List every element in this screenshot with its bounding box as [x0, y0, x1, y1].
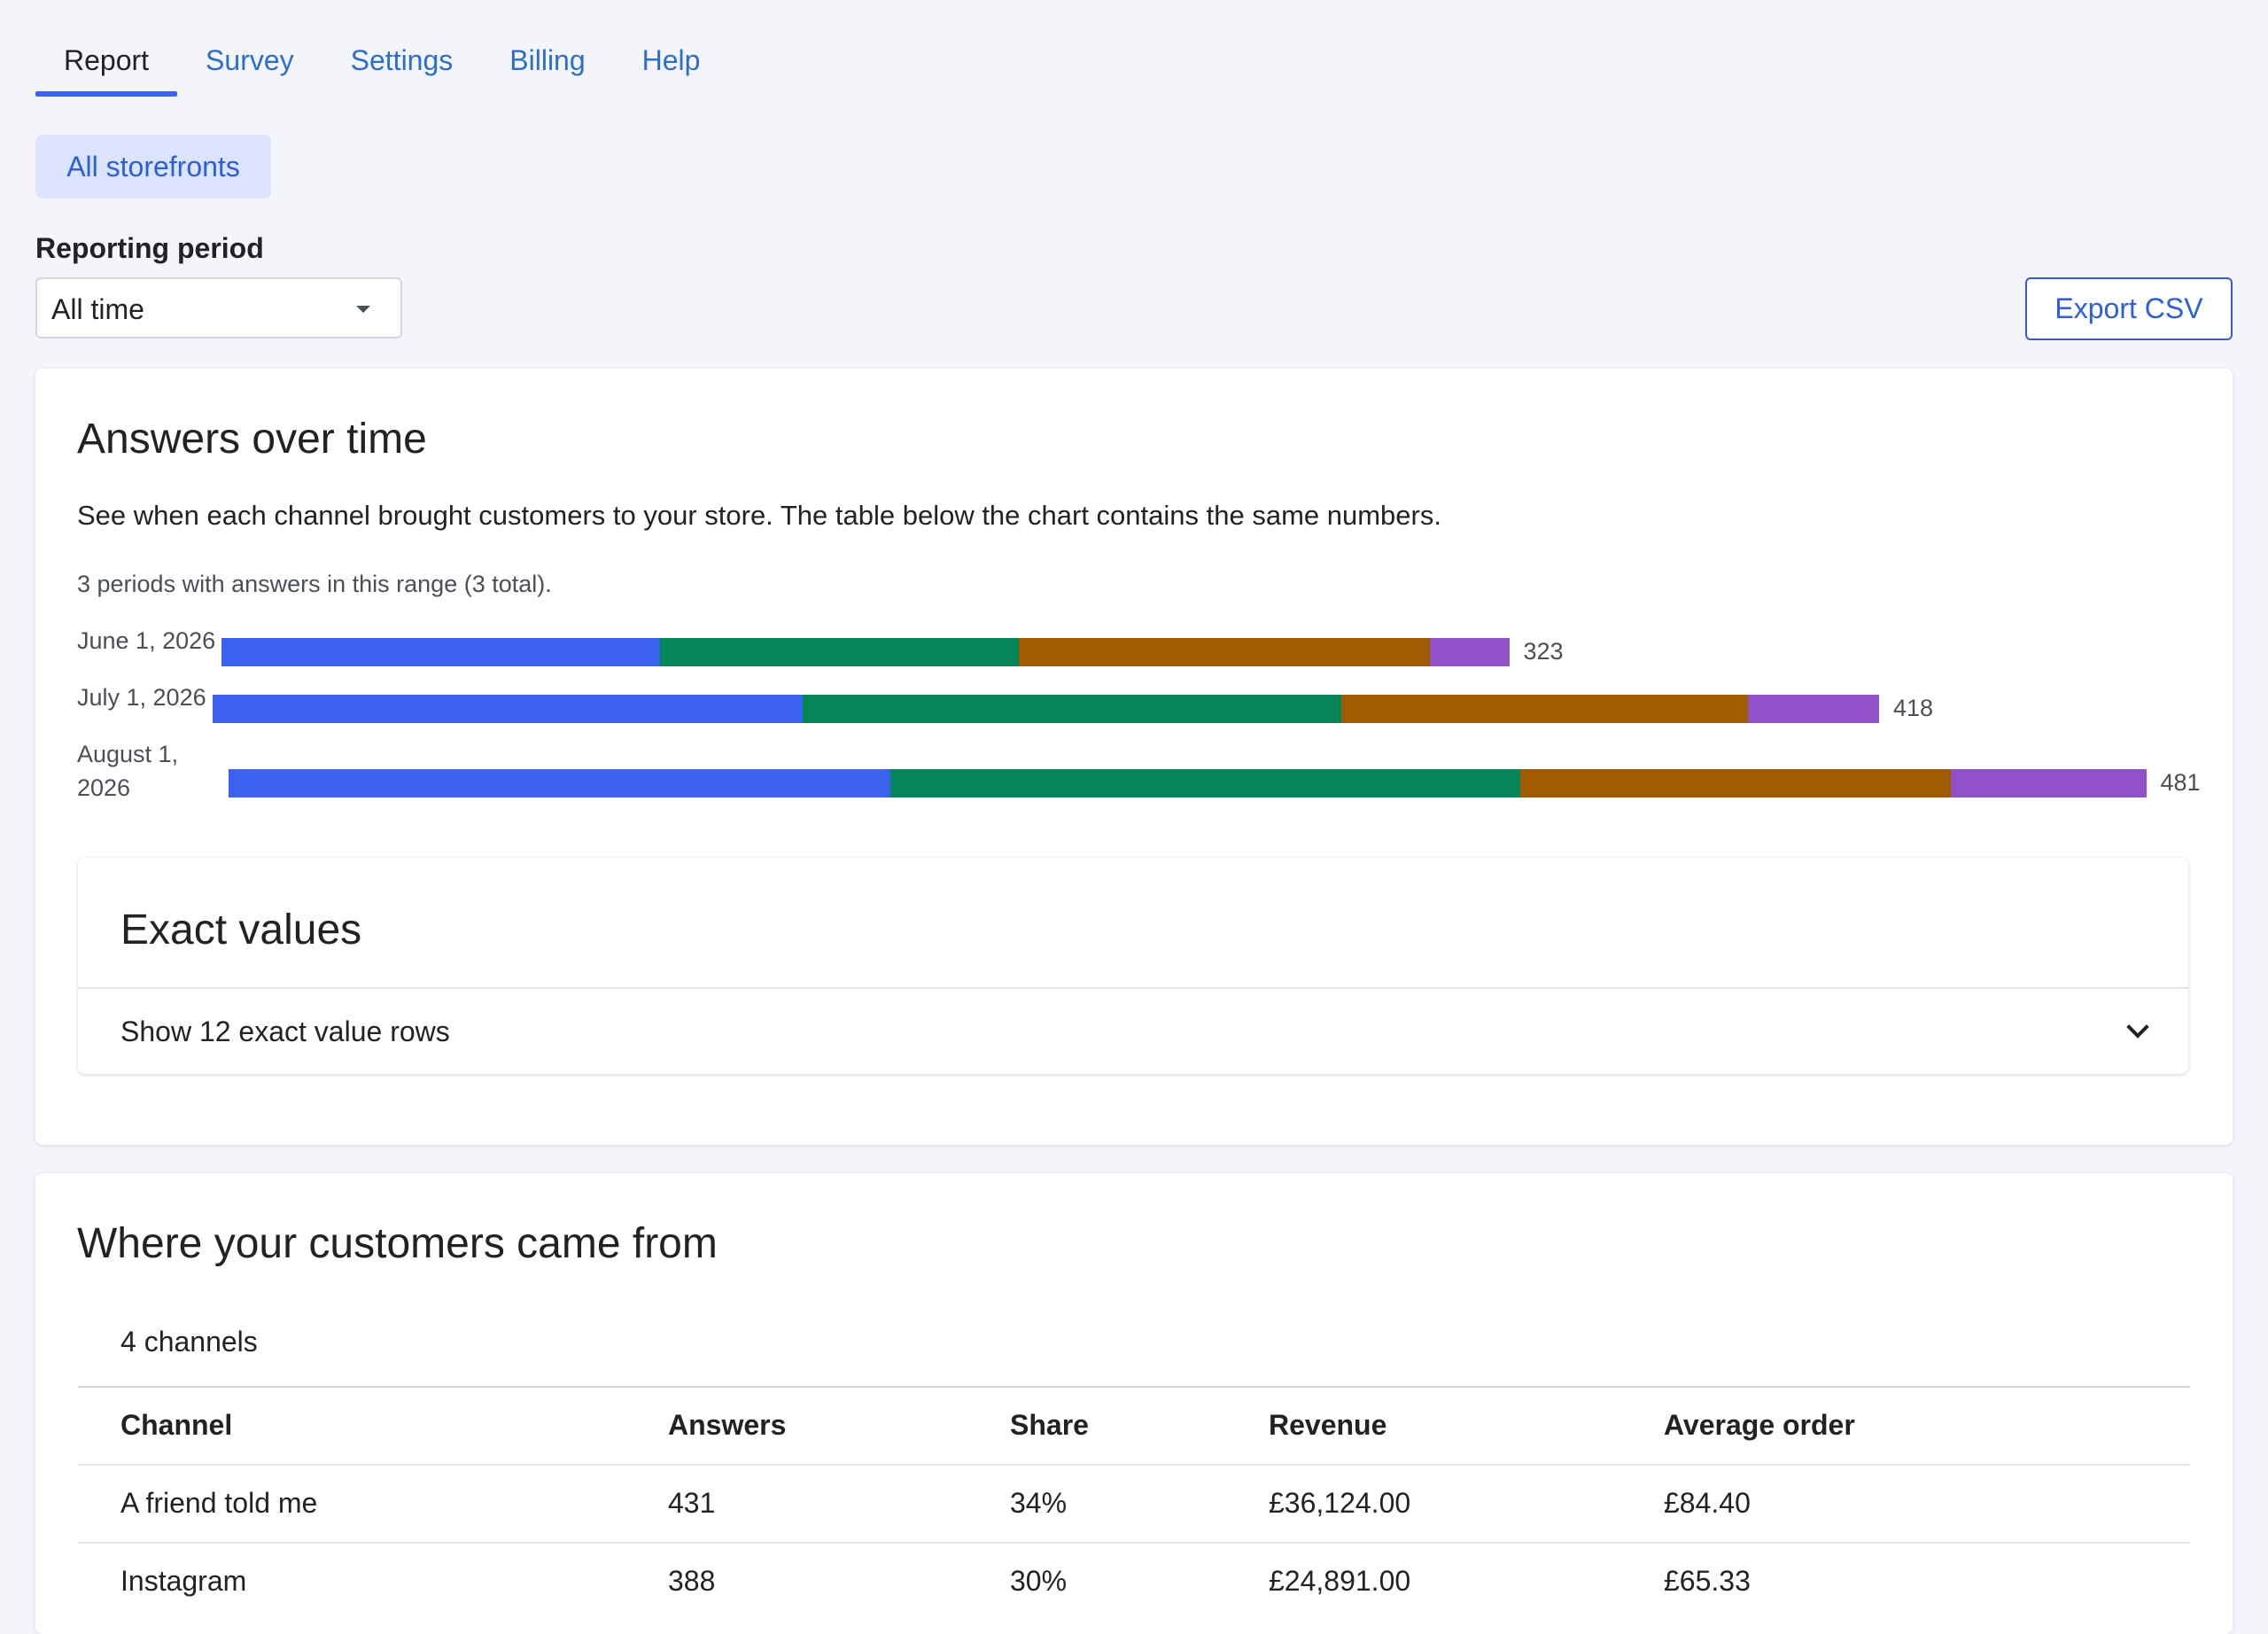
storefront-filter-button[interactable]: All storefronts — [35, 135, 271, 198]
nav-tabs: Report Survey Settings Billing Help — [35, 44, 728, 97]
bar-segment[interactable] — [1429, 638, 1510, 666]
table-header-row: Channel Answers Share Revenue Average or… — [78, 1386, 2190, 1464]
stacked-bar[interactable] — [221, 638, 1510, 666]
column-header[interactable]: Answers — [668, 1409, 787, 1441]
table-row: A friend told me 431 34% £36,124.00 £84.… — [78, 1464, 2190, 1542]
tab-report[interactable]: Report — [35, 44, 178, 97]
bar-segment[interactable] — [229, 769, 890, 798]
card-description: See when each channel brought customers … — [77, 500, 1441, 531]
period-count: 3 periods with answers in this range (3 … — [77, 571, 552, 597]
table-cell: 388 — [668, 1565, 716, 1597]
bar-segment[interactable] — [1019, 638, 1430, 666]
table-cell: £84.40 — [1664, 1487, 1751, 1519]
stacked-bar[interactable] — [229, 769, 2147, 798]
table-cell: 34% — [1010, 1487, 1068, 1519]
exact-values-panel: Exact values Show 12 exact value rows — [78, 858, 2188, 1074]
table-cell: 431 — [668, 1487, 716, 1519]
column-header[interactable]: Revenue — [1269, 1409, 1387, 1441]
bar-segment[interactable] — [803, 695, 1341, 723]
table-cell: £36,124.00 — [1269, 1487, 1411, 1519]
card-title: Answers over time — [77, 416, 427, 463]
reporting-period-select[interactable]: All time — [35, 277, 402, 338]
card-title: Where your customers came from — [77, 1220, 718, 1267]
bar-total-label: 418 — [1893, 695, 1934, 721]
stacked-bar[interactable] — [213, 695, 1879, 723]
exact-values-toggle[interactable]: Show 12 exact value rows — [78, 989, 2188, 1074]
bar-segment[interactable] — [1520, 769, 1951, 798]
tab-billing[interactable]: Billing — [509, 44, 586, 76]
bar-segment[interactable] — [221, 638, 660, 666]
tab-survey[interactable]: Survey — [206, 44, 294, 76]
channels-count: 4 channels — [120, 1326, 258, 1358]
bar-total-label: 323 — [1523, 638, 1564, 665]
bar-total-label: 481 — [2160, 769, 2201, 796]
bar-segment[interactable] — [1340, 695, 1748, 723]
table-cell: £65.33 — [1664, 1565, 1751, 1597]
chart-row-label: July 1, 2026 — [77, 684, 206, 711]
channels-table: Channel Answers Share Revenue Average or… — [78, 1386, 2190, 1620]
chevron-down-icon — [2126, 1015, 2149, 1039]
table-row: Instagram 388 30% £24,891.00 £65.33 — [78, 1542, 2190, 1620]
chart-row-label: June 1, 2026 — [77, 627, 216, 654]
caret-down-icon — [356, 306, 370, 313]
bar-segment[interactable] — [213, 695, 803, 723]
column-header[interactable]: Channel — [120, 1409, 233, 1441]
reporting-period-value: All time — [51, 293, 144, 325]
reporting-period-label: Reporting period — [35, 232, 264, 264]
column-header[interactable]: Average order — [1664, 1409, 1855, 1441]
divider — [78, 987, 2188, 989]
table-cell: A friend told me — [120, 1487, 318, 1519]
tab-help[interactable]: Help — [641, 44, 701, 76]
channels-card: Where your customers came from 4 channel… — [35, 1173, 2233, 1634]
exact-values-title: Exact values — [120, 906, 362, 953]
bar-segment[interactable] — [660, 638, 1019, 666]
export-csv-button[interactable]: Export CSV — [2025, 277, 2233, 340]
table-cell: 30% — [1010, 1565, 1068, 1597]
bar-segment[interactable] — [1747, 695, 1879, 723]
chart-row-label: August 1, 2026 — [77, 741, 179, 801]
answers-over-time-card: Answers over time See when each channel … — [35, 369, 2233, 1145]
table-cell: Instagram — [120, 1565, 247, 1597]
column-header[interactable]: Share — [1010, 1409, 1089, 1441]
exact-values-toggle-label: Show 12 exact value rows — [120, 1015, 450, 1047]
tab-settings[interactable]: Settings — [350, 44, 454, 76]
bar-segment[interactable] — [890, 769, 1520, 798]
bar-segment[interactable] — [1951, 769, 2147, 798]
table-cell: £24,891.00 — [1269, 1565, 1411, 1597]
